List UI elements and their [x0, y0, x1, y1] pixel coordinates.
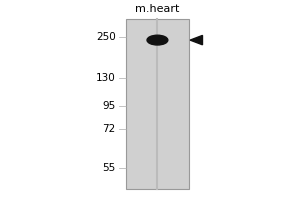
Text: 95: 95: [103, 101, 116, 111]
Text: m.heart: m.heart: [135, 4, 180, 14]
Ellipse shape: [147, 35, 168, 45]
Text: 72: 72: [103, 124, 116, 134]
Text: 250: 250: [96, 32, 116, 42]
Text: 55: 55: [103, 163, 116, 173]
Polygon shape: [190, 35, 202, 45]
Bar: [126, 19, 189, 189]
Text: 130: 130: [96, 73, 116, 83]
